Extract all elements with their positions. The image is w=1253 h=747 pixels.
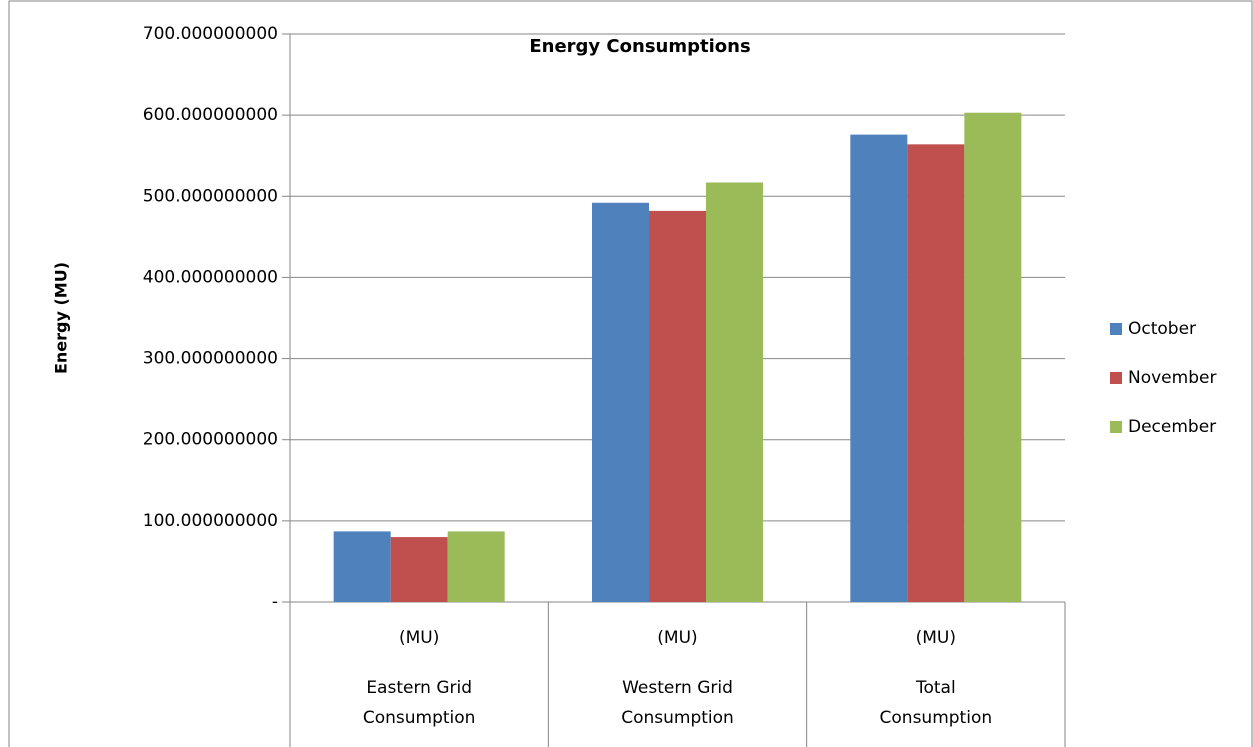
bar [850,134,908,603]
chart-title: Energy Consumptions [529,36,750,57]
y-tick-label: 700.000000000 [143,24,278,44]
bar [447,531,505,602]
y-tick-label: 200.000000000 [143,430,278,450]
bar [333,531,391,602]
x-tick-unit-label: (MU) [915,628,956,648]
x-tick-unit-label: (MU) [657,628,698,648]
legend-swatch [1110,323,1122,335]
y-tick-label: - [272,592,278,612]
bar [390,537,448,602]
legend-label: November [1128,368,1216,388]
y-axis-label: Energy (MU) [52,262,71,374]
y-tick-label: 600.000000000 [143,105,278,125]
y-tick-label: 100.000000000 [143,511,278,531]
y-tick-label: 500.000000000 [143,186,278,206]
y-tick-label: 300.000000000 [143,349,278,369]
x-tick-label: Total Consumption [879,678,993,728]
bar [649,210,706,603]
y-tick-label: 400.000000000 [143,267,278,287]
legend-swatch [1110,421,1122,433]
bar [964,112,1022,603]
x-tick-label: Western Grid Consumption [621,678,734,728]
legend-label: December [1128,417,1216,437]
legend-swatch [1110,372,1122,384]
bar [907,144,965,602]
x-tick-unit-label: (MU) [398,628,440,648]
x-tick-label: Eastern Grid Consumption [362,678,476,728]
bar [706,182,763,602]
bar [592,202,649,602]
legend-label: October [1128,319,1196,339]
